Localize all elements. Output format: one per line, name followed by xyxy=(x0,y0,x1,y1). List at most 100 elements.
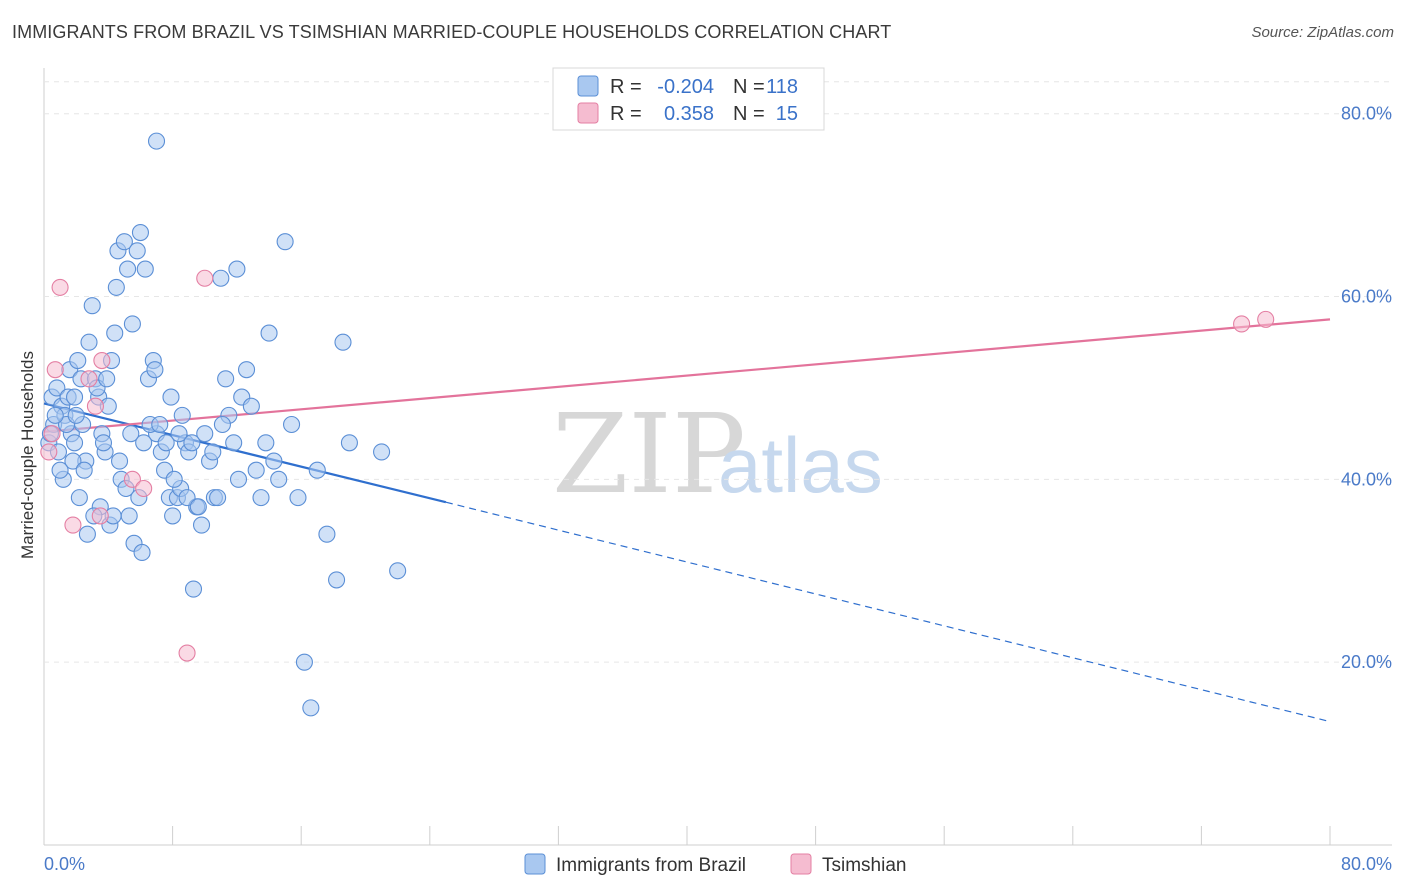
point-brazil-112 xyxy=(135,434,153,452)
watermark-zip: ZIP xyxy=(552,390,746,518)
point-tsimshian-7 xyxy=(64,516,82,534)
point-brazil-94 xyxy=(151,415,169,434)
point-brazil-30 xyxy=(119,260,137,278)
point-brazil-74 xyxy=(334,333,352,351)
point-tsimshian-2 xyxy=(43,425,61,443)
point-brazil-99 xyxy=(189,498,207,516)
point-brazil-100 xyxy=(209,489,227,507)
point-brazil-31 xyxy=(123,315,141,333)
legend-n-value-tsimshian: 15 xyxy=(776,103,798,125)
point-brazil-32 xyxy=(128,242,146,260)
point-brazil-34 xyxy=(136,260,154,278)
point-tsimshian-8 xyxy=(123,470,141,488)
point-brazil-115 xyxy=(173,406,191,424)
point-brazil-110 xyxy=(111,452,129,470)
legend-n-label-brazil: N = xyxy=(733,76,765,98)
point-brazil-103 xyxy=(46,406,64,424)
point-brazil-14 xyxy=(69,351,87,370)
point-brazil-49 xyxy=(196,425,214,443)
point-brazil-27 xyxy=(107,278,125,296)
bottom-legend-swatch-tsimshian xyxy=(790,853,812,875)
y-tick-label-80: 80.0% xyxy=(1341,104,1392,124)
point-tsimshian-0 xyxy=(51,278,69,296)
chart-source: Source: ZipAtlas.com xyxy=(1251,24,1394,41)
point-brazil-81 xyxy=(120,507,138,525)
point-brazil-71 xyxy=(308,461,326,479)
point-brazil-85 xyxy=(78,525,96,543)
trendline-brazil xyxy=(43,402,447,504)
point-brazil-58 xyxy=(237,361,256,379)
point-tsimshian-12 xyxy=(91,507,109,525)
point-brazil-46 xyxy=(184,580,203,598)
point-brazil-26 xyxy=(106,324,124,342)
legend-box: R = -0.204 N = 118 R = 0.358 N = 15 xyxy=(552,67,825,131)
point-brazil-114 xyxy=(162,388,180,406)
y-tick-label-40: 40.0% xyxy=(1341,469,1392,489)
point-brazil-83 xyxy=(133,543,151,562)
point-brazil-76 xyxy=(373,443,391,461)
trendline-tsimshian xyxy=(43,318,1331,433)
point-brazil-84 xyxy=(70,489,88,507)
legend-swatch-tsimshian xyxy=(577,102,599,124)
legend-r-value-brazil: -0.204 xyxy=(657,76,714,98)
bottom-legend-label-tsimshian: Tsimshian xyxy=(822,855,906,876)
bottom-legend-swatch-brazil xyxy=(524,853,546,875)
point-brazil-75 xyxy=(340,434,358,452)
point-brazil-41 xyxy=(164,507,182,525)
x-tick-label-max: 80.0% xyxy=(1341,854,1392,874)
point-brazil-60 xyxy=(247,461,265,479)
point-tsimshian-3 xyxy=(40,443,58,461)
point-tsimshian-11 xyxy=(196,269,214,287)
point-brazil-65 xyxy=(270,470,288,488)
point-brazil-64 xyxy=(265,452,283,470)
point-brazil-18 xyxy=(80,333,98,351)
point-brazil-5 xyxy=(48,379,66,397)
point-brazil-109 xyxy=(98,370,116,388)
y-axis-label: Married-couple Households xyxy=(18,351,37,559)
point-brazil-67 xyxy=(283,415,301,434)
point-brazil-29 xyxy=(115,233,133,251)
point-brazil-88 xyxy=(64,452,82,470)
point-tsimshian-13 xyxy=(1233,315,1251,333)
point-brazil-66 xyxy=(276,233,294,251)
legend-n-value-brazil: 118 xyxy=(766,76,798,98)
point-brazil-19 xyxy=(83,297,101,315)
legend-r-label-brazil: R = xyxy=(610,76,642,98)
point-brazil-104 xyxy=(51,461,69,479)
point-brazil-77 xyxy=(389,562,407,580)
trendline-extension-brazil xyxy=(445,501,1331,723)
point-brazil-101 xyxy=(213,415,231,434)
point-brazil-0 xyxy=(147,132,166,150)
point-brazil-72 xyxy=(318,525,336,543)
point-brazil-116 xyxy=(183,434,201,452)
point-brazil-113 xyxy=(146,361,164,379)
y-tick-label-60: 60.0% xyxy=(1341,287,1392,307)
point-tsimshian-1 xyxy=(46,361,64,379)
point-brazil-53 xyxy=(217,370,235,388)
point-brazil-56 xyxy=(228,260,246,278)
point-tsimshian-9 xyxy=(135,479,153,498)
legend-r-label-tsimshian: R = xyxy=(610,103,642,125)
point-brazil-70 xyxy=(302,699,320,717)
point-brazil-55 xyxy=(225,434,243,452)
point-brazil-105 xyxy=(65,388,84,406)
point-brazil-89 xyxy=(75,461,93,479)
legend-swatch-brazil xyxy=(577,75,599,97)
y-tick-label-20: 20.0% xyxy=(1341,652,1392,672)
point-brazil-111 xyxy=(122,425,140,443)
point-brazil-102 xyxy=(229,470,248,488)
point-tsimshian-14 xyxy=(1257,310,1275,328)
point-brazil-59 xyxy=(242,397,260,415)
point-brazil-48 xyxy=(192,516,211,534)
bottom-legend: Immigrants from Brazil Tsimshian xyxy=(524,853,906,876)
point-brazil-61 xyxy=(252,489,270,507)
legend-n-label-tsimshian: N = xyxy=(733,103,765,125)
point-brazil-68 xyxy=(289,489,307,507)
point-brazil-73 xyxy=(328,571,346,589)
point-brazil-62 xyxy=(257,434,275,452)
point-brazil-52 xyxy=(212,269,230,287)
point-brazil-108 xyxy=(94,434,113,452)
chart-title: IMMIGRANTS FROM BRAZIL VS TSIMSHIAN MARR… xyxy=(12,22,892,42)
x-tick-label-min: 0.0% xyxy=(44,854,85,874)
point-brazil-117 xyxy=(204,443,222,461)
